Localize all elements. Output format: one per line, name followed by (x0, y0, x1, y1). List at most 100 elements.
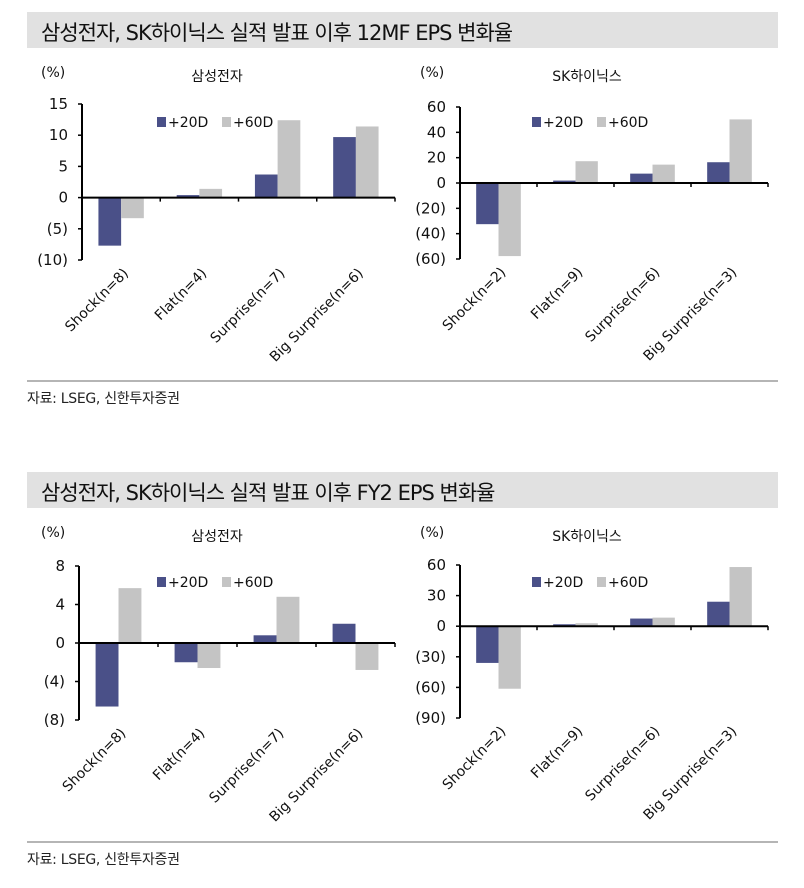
y-tick-label: 8 (55, 557, 65, 575)
y-tick-label: (5) (47, 220, 68, 238)
bar-60d (575, 161, 598, 183)
y-unit-label: (%) (41, 65, 65, 81)
y-tick-label: (60) (415, 678, 446, 696)
legend-swatch-20d (157, 577, 166, 587)
chart-skhynix-12mf: (%) SK하이닉스 Shock(n=2) Flat(n=9)Surprise(n=6… (415, 65, 769, 364)
category-label: Surprise(n=6) (582, 724, 663, 805)
y-tick-label: (8) (44, 711, 65, 729)
legend-label-20d: +20D (543, 115, 583, 131)
category-label: Shock(n=2) (440, 265, 510, 335)
bar-60d (276, 596, 300, 643)
source-note: 자료: LSEG, 신한투자증권 (27, 852, 180, 868)
bar-20d (98, 197, 122, 246)
y-tick-label: 60 (427, 556, 446, 574)
category-label: Surprise(n=7) (208, 266, 289, 347)
y-tick-label: 15 (49, 95, 68, 113)
y-tick-label: (30) (415, 648, 446, 666)
y-tick-label: (90) (415, 709, 446, 727)
bar-60d (575, 623, 598, 627)
legend-label-20d: +20D (543, 575, 583, 591)
y-tick-label: (60) (415, 250, 446, 268)
category-label: Surprise(n=7) (206, 726, 287, 807)
section-title-bar-12mf: 삼성전자, SK하이닉스 실적 발표 이후 12MF EPS 변화율 (27, 12, 778, 48)
bar-60d (118, 588, 142, 643)
bar-60d (355, 643, 379, 670)
section-title: 삼성전자, SK하이닉스 실적 발표 이후 FY2 EPS 변화율 (41, 481, 495, 505)
legend-label-20d: +20D (168, 115, 208, 131)
category-label: Surprise(n=6) (582, 265, 663, 346)
y-tick-label: 60 (427, 98, 446, 116)
legend-label-60d: +60D (608, 115, 648, 131)
y-tick-label: 0 (436, 174, 446, 192)
legend-swatch-60d (222, 117, 231, 127)
legend: +20D +60D (157, 115, 273, 131)
y-tick-label: (4) (44, 673, 65, 691)
bar-60d (355, 126, 379, 198)
divider (27, 841, 778, 843)
chart-skhynix-fy2: (%) SK하이닉스 Shock(n=2) Flat(n=9)Surprise(n=6… (415, 525, 769, 823)
bar-60d (199, 188, 223, 198)
source-note: 자료: LSEG, 신한투자증권 (27, 391, 180, 407)
category-label: Flat(n=9) (528, 724, 586, 782)
bar-20d (95, 643, 119, 707)
bar-60d (197, 643, 221, 669)
section-title: 삼성전자, SK하이닉스 실적 발표 이후 12MF EPS 변화율 (41, 21, 513, 45)
legend: +20D +60D (532, 115, 648, 131)
bar-60d (652, 164, 675, 183)
bar-60d (652, 617, 675, 627)
bar-60d (729, 119, 752, 183)
bar-20d (630, 173, 653, 183)
chart-title: 삼성전자 (191, 529, 243, 545)
legend-label-60d: +60D (233, 575, 273, 591)
bar-20d (253, 635, 277, 643)
bar-20d (332, 623, 356, 643)
y-tick-label: 30 (427, 587, 446, 605)
bar-20d (254, 174, 278, 198)
bar-20d (476, 626, 499, 663)
legend-swatch-60d (597, 577, 606, 587)
bar-20d (333, 137, 356, 198)
bar-60d (277, 120, 301, 198)
y-tick-label: 20 (427, 149, 446, 167)
y-tick-label: 10 (49, 126, 68, 144)
divider (27, 380, 778, 382)
chart-title: 삼성전자 (191, 69, 243, 85)
bar-60d (498, 183, 521, 257)
legend-label-60d: +60D (233, 115, 273, 131)
section-title-bar-fy2: 삼성전자, SK하이닉스 실적 발표 이후 FY2 EPS 변화율 (27, 472, 778, 508)
y-tick-label: 0 (436, 617, 446, 635)
chart-title: SK하이닉스 (552, 529, 622, 545)
y-unit-label: (%) (420, 65, 444, 81)
category-label: Flat(n=4) (152, 266, 210, 324)
y-tick-label: 5 (58, 157, 68, 175)
y-tick-label: 0 (55, 634, 65, 652)
y-tick-label: 40 (427, 123, 446, 141)
legend-swatch-20d (157, 117, 166, 127)
legend-label-20d: +20D (168, 575, 208, 591)
legend-swatch-60d (222, 577, 231, 587)
bar-20d (707, 601, 730, 627)
bar-20d (174, 643, 198, 663)
y-tick-label: (20) (415, 199, 446, 217)
category-label: Flat(n=4) (150, 726, 208, 784)
y-tick-label: (40) (415, 225, 446, 243)
category-label: Shock(n=8) (62, 266, 132, 336)
y-unit-label: (%) (420, 525, 444, 541)
legend-swatch-20d (532, 117, 541, 127)
bar-20d (476, 183, 499, 225)
bar-20d (630, 618, 653, 627)
category-label: Shock(n=8) (60, 726, 130, 796)
category-label: Flat(n=9) (528, 265, 586, 323)
legend: +20D +60D (532, 575, 648, 591)
legend-swatch-60d (597, 117, 606, 127)
legend-label-60d: +60D (608, 575, 648, 591)
bar-60d (729, 567, 752, 627)
legend-swatch-20d (532, 577, 541, 587)
bar-20d (707, 162, 730, 183)
bar-20d (553, 180, 576, 183)
bar-60d (498, 626, 521, 689)
category-label: Shock(n=2) (440, 724, 510, 794)
y-unit-label: (%) (41, 525, 65, 541)
